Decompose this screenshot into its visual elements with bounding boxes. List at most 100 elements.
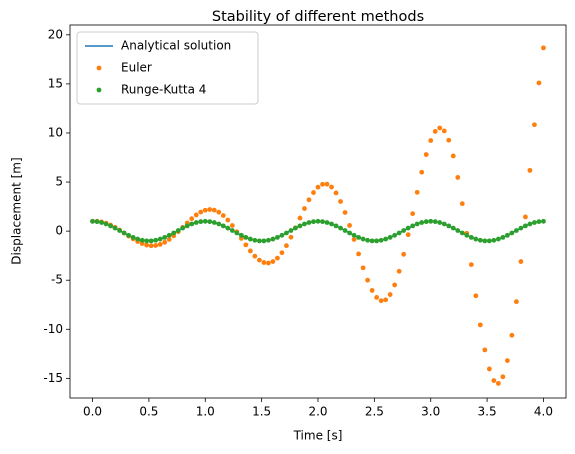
data-point (369, 238, 375, 244)
data-point (238, 232, 244, 238)
data-point (162, 234, 168, 240)
data-point (486, 238, 492, 244)
data-point (500, 374, 506, 380)
data-point (383, 236, 389, 242)
data-point (504, 232, 510, 238)
data-point (437, 220, 443, 225)
data-point (532, 220, 537, 225)
data-point (338, 225, 343, 231)
data-point (509, 230, 515, 236)
data-point (396, 230, 402, 236)
data-point (523, 223, 528, 229)
data-point (464, 232, 470, 238)
data-point (112, 225, 118, 231)
data-point (477, 237, 483, 243)
data-point (130, 234, 136, 240)
x-tick-label: 1.5 (252, 405, 271, 419)
data-point (311, 219, 316, 225)
data-point (234, 230, 240, 236)
data-point (139, 241, 145, 246)
data-point (491, 378, 497, 383)
data-point (261, 260, 267, 265)
data-point (392, 232, 398, 238)
data-point (306, 220, 312, 225)
data-point (252, 237, 258, 243)
data-point (293, 225, 298, 231)
data-point (410, 211, 416, 217)
data-point (495, 236, 501, 242)
data-point (302, 221, 307, 227)
data-point (279, 250, 285, 256)
data-point (468, 262, 474, 268)
data-point (117, 228, 122, 233)
data-point (432, 219, 438, 225)
data-point (229, 228, 235, 233)
y-tick-label: -10 (43, 322, 63, 336)
data-point (162, 239, 168, 245)
data-point (284, 230, 289, 236)
data-point (243, 242, 249, 248)
data-point (450, 225, 456, 231)
data-point (459, 201, 465, 207)
data-point (324, 181, 330, 187)
data-point (428, 218, 434, 224)
data-point (175, 228, 181, 233)
data-point (369, 288, 375, 293)
data-point (252, 253, 258, 259)
data-point (486, 366, 492, 372)
data-point (477, 322, 483, 328)
data-point (306, 197, 312, 203)
data-point (455, 228, 461, 233)
data-point (523, 214, 528, 220)
data-point (396, 268, 402, 274)
data-point (405, 225, 411, 231)
data-point (518, 259, 524, 264)
data-point (121, 230, 127, 236)
data-point (148, 238, 154, 244)
data-point (419, 169, 425, 175)
legend-swatch (96, 65, 102, 71)
data-point (184, 223, 190, 229)
data-point (198, 219, 204, 225)
data-point (342, 210, 348, 215)
data-point (220, 213, 226, 218)
data-point (541, 45, 546, 51)
data-point (387, 292, 393, 297)
legend-label: Runge-Kutta 4 (121, 83, 206, 97)
data-point (514, 299, 519, 305)
legend-box (76, 31, 259, 105)
data-point (405, 232, 411, 238)
data-point (225, 217, 231, 223)
data-point (202, 207, 208, 213)
data-point (99, 220, 104, 225)
data-point (315, 218, 321, 224)
data-point (509, 332, 515, 338)
x-axis-label: Time [s] (293, 429, 343, 443)
data-point (153, 237, 159, 243)
data-point (351, 237, 357, 242)
data-point (541, 218, 546, 224)
data-point (202, 218, 208, 224)
data-point (166, 232, 172, 238)
data-point (441, 128, 447, 134)
data-point (261, 238, 267, 244)
data-point (275, 234, 280, 240)
data-point (482, 347, 488, 353)
data-point (144, 238, 150, 244)
data-point (225, 225, 231, 231)
data-point (414, 189, 420, 195)
data-point (324, 220, 330, 225)
y-tick-label: -15 (43, 371, 63, 385)
y-tick-label: 20 (48, 27, 63, 41)
data-point (365, 277, 370, 283)
data-point (414, 221, 420, 227)
data-point (428, 138, 434, 143)
data-point (495, 380, 501, 386)
data-point (126, 232, 132, 238)
data-point (247, 248, 253, 254)
x-tick-label: 0.0 (83, 405, 102, 419)
data-point (180, 225, 186, 231)
data-point (166, 237, 172, 242)
data-point (347, 223, 352, 228)
data-point (207, 207, 213, 212)
